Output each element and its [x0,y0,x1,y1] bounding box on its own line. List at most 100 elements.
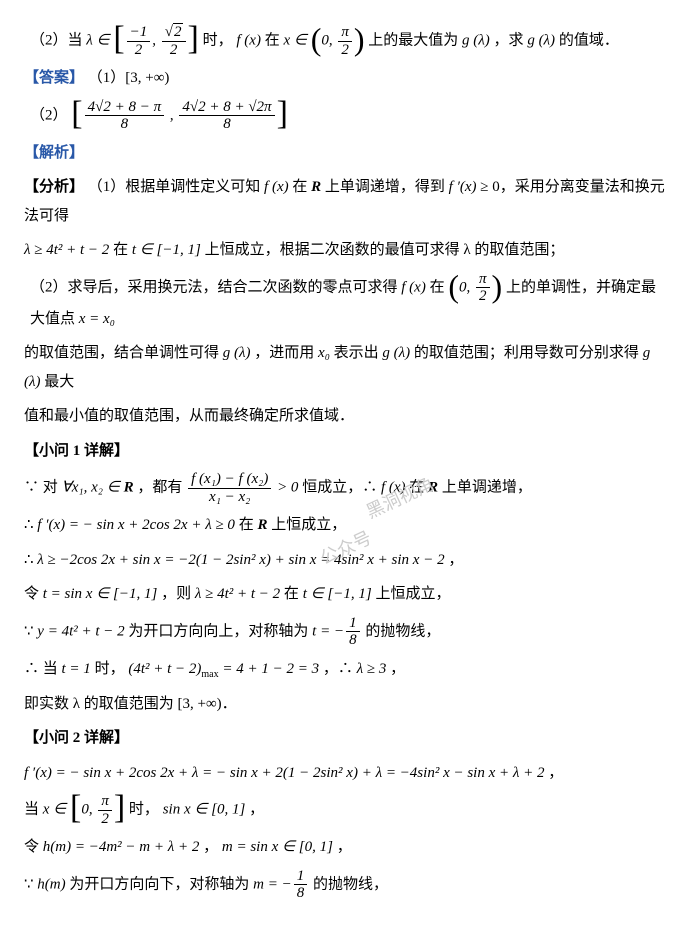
text: 当 [24,801,43,817]
answer-1: （1）[3, +∞) [88,70,170,86]
text: 在 [284,586,303,602]
expr: t = − [312,623,344,639]
fenxi-2: （2）求导后，采用换元法，结合二次函数的零点可求得 f (x) 在 (0, π2… [24,271,668,334]
text: 时， [129,801,159,817]
step-p3: ∴ λ ≥ −2cos 2x + sin x = −2(1 − 2sin² x)… [24,546,668,575]
frac: 18 [294,868,308,902]
text: 为开口方向向上，对称轴为 [128,623,312,639]
frac: π2 [98,793,112,827]
text: ， [390,661,405,677]
fenxi-1: 【分析】 （1）根据单调性定义可知 f (x) 在 R 上单调递增，得到 f ′… [24,173,668,230]
fenxi-2c: 值和最小值的取值范围，从而最终确定所求值域． [24,402,668,431]
expr: = 4 + 1 − 2 = 3 [222,661,319,677]
subscript: max [201,669,218,680]
frac: f (x₁) − f (x₂)x₁ − x₂ [188,471,271,505]
expr: h(m) = −4m² − m + λ + 2 [43,839,200,855]
expr: x ∈ [43,801,66,817]
expr: > 0 [277,479,298,495]
text: （1）根据单调性定义可知 [88,179,264,195]
text: 上单调递增，得到 [325,179,449,195]
expr: f ′(x) = − sin x + 2cos 2x + λ = − sin x… [24,765,545,781]
expr: m = − [253,876,292,892]
text: 恒成立，∴ [302,479,381,495]
frac: π2 [338,24,352,58]
expr-fx: f (x) [236,32,261,48]
step-p5: ∵ y = 4t² + t − 2 为开口方向向上，对称轴为 t = −18 的… [24,615,668,649]
text: 时， [95,661,125,677]
expr: sin x ∈ [0, 1] [163,801,246,817]
text: ， [203,839,218,855]
text: 的取值范围；利用导数可分别求得 [414,345,643,361]
expr: m = sin x ∈ [0, 1] [222,839,333,855]
text: 时， [203,32,233,48]
expr: (4t² + t − 2) [128,661,201,677]
answer-line2: （2） [4√2 + 8 − π8 , 4√2 + 8 + √2π8] [24,99,668,133]
expr: h(m) [37,876,65,892]
text: 在 [292,179,311,195]
expr: λ ≥ 4t² + t − 2 [195,586,280,602]
frac: −12 [127,24,151,58]
fenxi-label: 【分析】 [24,179,84,195]
step-p7: 即实数 λ 的取值范围为 [3, +∞)． [24,690,668,719]
subq1-label: 【小问 1 详解】 [24,437,668,466]
text: ∵ 对 [24,479,62,495]
step-p6: ∴ 当 t = 1 时， (4t² + t − 2)max = 4 + 1 − … [24,655,668,684]
step-p2: ∴ f ′(x) = − sin x + 2cos 2x + λ ≥ 0 在 R… [24,511,668,540]
text: 令 [24,839,43,855]
subq2-label: 【小问 2 详解】 [24,724,668,753]
text: ，求 [494,32,528,48]
text: ∴ 当 [24,661,62,677]
expr: f (x) [381,479,406,495]
step-q3: 令 h(m) = −4m² − m + λ + 2 ， m = sin x ∈ … [24,833,668,862]
text: 表示出 [334,345,383,361]
text: ∵ [24,876,37,892]
text: ，则 [161,586,195,602]
text: （2）当 [30,32,86,48]
text: 令 [24,586,43,602]
step-p4: 令 t = sin x ∈ [−1, 1] ，则 λ ≥ 4t² + t − 2… [24,580,668,609]
step-p1: ∵ 对 ∀x₁, x₂ ∈ R ，都有 f (x₁) − f (x₂)x₁ − … [24,471,668,505]
expr: x₀ [318,345,330,361]
answer-line1: 【答案】 （1）[3, +∞) [24,64,668,93]
text: 的抛物线， [365,623,440,639]
expr: t = 1 [62,661,91,677]
text: 的取值范围，结合单调性可得 [24,345,223,361]
text: 上恒成立， [271,517,346,533]
jiexi-label: 【解析】 [24,139,668,168]
expr: t = sin x ∈ [−1, 1] [43,586,158,602]
expr: f ′(x) = − sin x + 2cos 2x + λ ≥ 0 [37,517,235,533]
text: 值和最小值的取值范围，从而最终确定所求值域． [24,408,354,424]
text: ， [448,552,463,568]
frac: 4√2 + 8 + √2π8 [179,99,274,133]
fenxi-1b: λ ≥ 4t² + t − 2 在 t ∈ [−1, 1] 上恒成立，根据二次函… [24,236,668,265]
expr: λ ≥ 3 [357,661,387,677]
expr: y = 4t² + t − 2 [37,623,124,639]
text: 最大 [44,374,74,390]
text: 上的最大值为 [368,32,462,48]
text: 的值域． [559,32,619,48]
expr: g (λ) [223,345,251,361]
text: 在 [409,479,428,495]
frac: 4√2 + 8 − π8 [85,99,165,133]
text: ， [548,765,563,781]
expr: f ′(x) [449,179,477,195]
expr-lambda: λ ∈ [86,32,109,48]
text: ∵ [24,623,37,639]
fenxi-2b: 的取值范围，结合单调性可得 g (λ) ，进而用 x₀ 表示出 g (λ) 的取… [24,339,668,396]
text: 上单调递增， [442,479,532,495]
expr-gl: g (λ) [462,32,490,48]
text: ， [249,801,264,817]
expr: R [257,517,267,533]
expr: λ ≥ −2cos 2x + sin x = −2(1 − 2sin² x) +… [37,552,444,568]
text: 的抛物线， [313,876,388,892]
text: 上恒成立， [375,586,450,602]
step-q2: 当 x ∈ [0, π2] 时， sin x ∈ [0, 1] ， [24,793,668,827]
text: 在 [113,242,132,258]
expr: f (x) [401,279,426,295]
step-q4: ∵ h(m) 为开口方向向下，对称轴为 m = −18 的抛物线， [24,868,668,902]
expr: t ∈ [−1, 1] [132,242,201,258]
expr-R: R [311,179,321,195]
expr: x = x₀ [79,311,115,327]
step-q1: f ′(x) = − sin x + 2cos 2x + λ = − sin x… [24,759,668,788]
text: 在 [265,32,284,48]
